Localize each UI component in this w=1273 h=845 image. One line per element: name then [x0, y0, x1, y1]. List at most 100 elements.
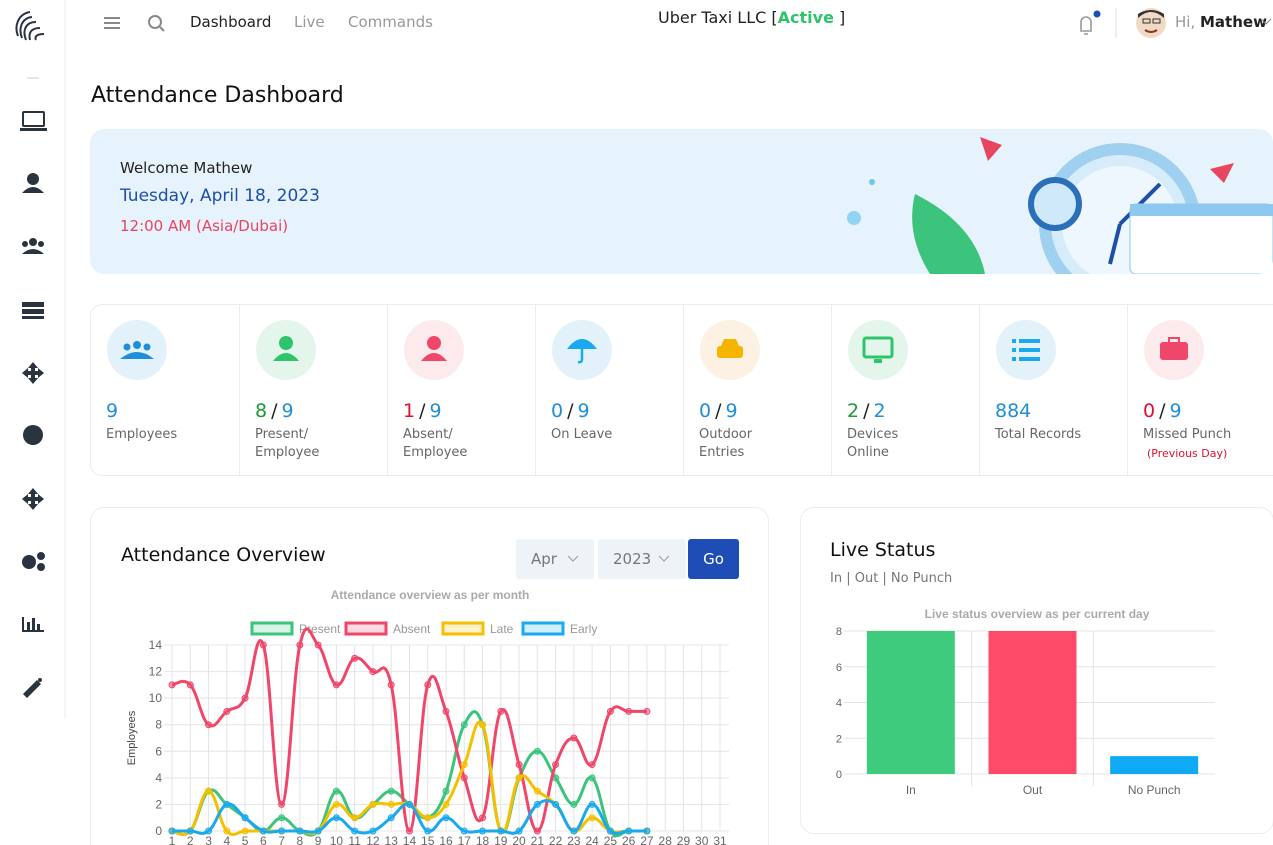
y-tick-label: 2 [836, 733, 842, 745]
data-point [369, 668, 377, 676]
icon-server[interactable] [22, 302, 44, 307]
month-value: Apr [531, 550, 557, 568]
data-point [223, 827, 231, 835]
notifications[interactable] [1080, 16, 1092, 35]
icon-move[interactable] [22, 488, 44, 510]
data-point [186, 681, 194, 689]
stat-value: 1/9 [403, 400, 442, 422]
y-axis-label: Employees [126, 710, 138, 765]
stat-number: 1 [403, 400, 416, 422]
icon-magic[interactable] [23, 680, 41, 698]
chart-title: Attendance overview as per month [331, 588, 530, 602]
go-button[interactable]: Go [688, 539, 739, 579]
stat-separator: / [1159, 400, 1166, 422]
bar [988, 631, 1077, 774]
year-select[interactable]: 2023 [598, 539, 686, 579]
data-point [278, 814, 286, 822]
stat-value: 9 [106, 400, 118, 422]
menu-toggle[interactable] [104, 17, 120, 29]
chevron[interactable] [1260, 17, 1272, 27]
bar [1110, 756, 1199, 774]
stat-card: 0/9 Outdoor Entries [683, 305, 832, 475]
x-tick-label: 12 [366, 834, 380, 845]
legend-swatch [441, 621, 485, 636]
welcome-text: Welcome Mathew [120, 159, 253, 177]
stat-total: 9 [725, 400, 738, 422]
x-tick-label: 1 [169, 834, 176, 845]
data-point [625, 827, 633, 835]
legend-label: Early [570, 622, 597, 636]
data-point [442, 800, 450, 808]
icon-device-base [20, 128, 47, 131]
x-tick-label: 4 [223, 834, 230, 845]
icon-user[interactable] [27, 173, 39, 185]
data-point [186, 827, 194, 835]
avatar[interactable] [1136, 8, 1166, 38]
stat-total: 2 [873, 400, 886, 422]
stats-panel: 9 Employees 8/9 Present/ Employee 1/9 Absent/… [90, 304, 1273, 476]
search[interactable] [148, 15, 162, 29]
user-menu[interactable]: Hi, Mathew [1175, 13, 1267, 31]
icon-glyph [120, 341, 154, 359]
nav-item[interactable]: Commands [348, 13, 433, 31]
data-point [552, 800, 560, 808]
stat-card: 1/9 Absent/ Employee [387, 305, 536, 475]
data-point [351, 827, 359, 835]
data-point [533, 747, 541, 755]
stat-number: 8 [255, 400, 268, 422]
stat-label: Absent/ Employee [403, 427, 468, 460]
header-right [1080, 8, 1166, 38]
legend-swatch [250, 621, 294, 636]
data-point [387, 787, 395, 795]
user-name: Mathew [1200, 13, 1267, 31]
icon-registered[interactable] [23, 425, 43, 445]
stat-icon [700, 320, 760, 380]
month-select[interactable]: Apr [516, 539, 594, 579]
stat-label: Total Records [995, 427, 1082, 442]
stat-total: 9 [429, 400, 442, 422]
data-point [259, 827, 267, 835]
data-point [351, 814, 359, 822]
data-point [332, 787, 340, 795]
data-point [424, 681, 432, 689]
stat-number: 884 [995, 400, 1032, 422]
stat-number: 2 [847, 400, 860, 422]
stat-number: 0 [699, 400, 712, 422]
icon-device[interactable] [22, 111, 45, 127]
company-name: Uber Taxi LLC [658, 8, 767, 27]
icon-chart[interactable] [22, 617, 24, 632]
data-point [332, 800, 340, 808]
data-point [205, 827, 213, 835]
data-point [588, 814, 596, 822]
y-tick-label: 4 [836, 698, 842, 710]
nav-item[interactable]: Live [294, 13, 325, 31]
select-chevrons [567, 555, 670, 562]
data-point [223, 800, 231, 808]
x-tick-label: 15 [421, 834, 435, 845]
data-point [332, 814, 340, 822]
page-title: Attendance Dashboard [91, 83, 344, 108]
data-point [497, 827, 505, 835]
stat-number: 0 [1143, 400, 1156, 422]
data-point [570, 800, 578, 808]
icon-group[interactable] [29, 238, 37, 246]
x-tick-label: 9 [315, 834, 322, 845]
icon-glyph [717, 339, 743, 358]
data-point [515, 827, 523, 835]
live-title: Live Status [830, 539, 936, 561]
data-point [497, 707, 505, 715]
data-point [369, 827, 377, 835]
icon-move[interactable] [22, 362, 44, 384]
nav-item[interactable]: Dashboard [190, 13, 272, 31]
icon-glyph [273, 336, 299, 361]
data-point [460, 827, 468, 835]
y-tick-label: 0 [155, 824, 162, 838]
stat-card: 0/9 Missed Punch (Previous Day) [1127, 305, 1273, 475]
x-tick-label: 21 [531, 834, 545, 845]
data-point [369, 800, 377, 808]
stat-card: 0/9 On Leave [535, 305, 684, 475]
legend-label: Late [490, 622, 514, 636]
y-tick-label: 14 [149, 638, 163, 652]
icon-settings[interactable] [22, 555, 36, 569]
icon-glyph [862, 336, 894, 363]
